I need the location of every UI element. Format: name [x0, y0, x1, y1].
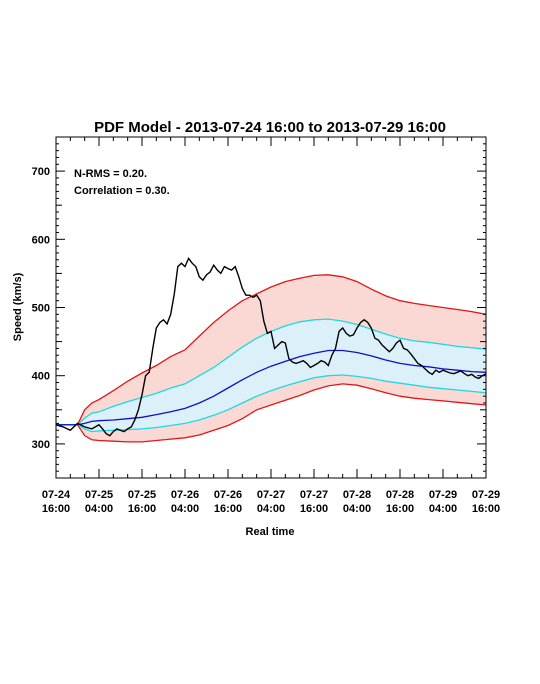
outer-upper-line — [56, 274, 487, 426]
x-tick-label-time: 04:00 — [257, 503, 285, 515]
x-tick-label-date: 07-25 — [128, 489, 156, 501]
x-tick-label-date: 07-26 — [171, 489, 199, 501]
x-tick-label-date: 07-24 — [42, 489, 71, 501]
chart-title: PDF Model - 2013-07-24 16:00 to 2013-07-… — [94, 119, 446, 136]
x-tick-label-date: 07-28 — [343, 489, 371, 501]
y-tick-label: 600 — [32, 234, 50, 246]
annotation-correlation: Correlation = 0.30. — [74, 185, 170, 197]
x-axis: 07-24 16:00 07-25 04:00 07-25 16:00 07-26 04:00… — [42, 137, 500, 515]
annotation-nrms: N-RMS = 0.20. — [74, 168, 147, 180]
x-tick-label-time: 16:00 — [42, 503, 70, 515]
x-tick-label-time: 16:00 — [128, 503, 156, 515]
x-tick-label-time: 04:00 — [85, 503, 113, 515]
x-tick-label-date: 07-27 — [300, 489, 328, 501]
y-tick-label: 300 — [32, 439, 50, 451]
outer-lower-line — [56, 383, 487, 443]
x-tick-label-date: 07-28 — [386, 489, 414, 501]
x-tick-label-date: 07-29 — [472, 489, 500, 501]
y-axis-label: Speed (km/s) — [12, 272, 24, 341]
y-tick-label: 400 — [32, 371, 50, 383]
x-tick-label-time: 04:00 — [171, 503, 199, 515]
x-axis-label: Real time — [246, 526, 295, 538]
observed-speed — [55, 257, 487, 437]
inner-band-fill — [56, 319, 486, 432]
y-tick-label: 700 — [32, 166, 50, 178]
inner-upper-line — [56, 318, 487, 426]
observed-line — [55, 257, 487, 437]
x-tick-label-time: 16:00 — [300, 503, 328, 515]
x-tick-label-date: 07-25 — [85, 489, 113, 501]
median-line — [56, 349, 487, 426]
y-tick-label: 500 — [32, 303, 50, 315]
forecast-bands — [56, 274, 486, 442]
x-tick-label-time: 04:00 — [429, 503, 457, 515]
x-tick-label-time: 04:00 — [343, 503, 371, 515]
x-tick-label-time: 16:00 — [386, 503, 414, 515]
x-tick-label-date: 07-29 — [429, 489, 457, 501]
x-tick-label-date: 07-27 — [257, 489, 285, 501]
x-tick-label-time: 16:00 — [472, 503, 500, 515]
x-tick-label-time: 16:00 — [214, 503, 242, 515]
x-tick-label-date: 07-26 — [214, 489, 242, 501]
